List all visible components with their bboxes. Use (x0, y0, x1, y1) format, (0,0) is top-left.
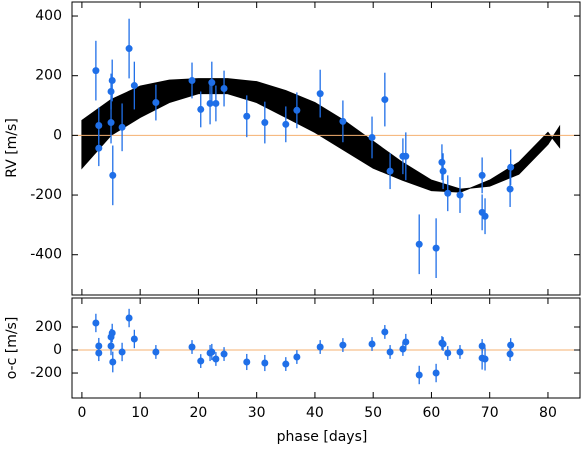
y-axis-label: o-c [m/s] (4, 317, 20, 380)
data-point (197, 357, 205, 365)
y-tick-label: 200 (35, 68, 62, 84)
data-point (481, 355, 489, 363)
data-point (152, 99, 160, 107)
x-tick-label: 40 (306, 405, 324, 421)
data-point (456, 191, 464, 199)
data-point (212, 99, 220, 107)
data-point (402, 338, 410, 346)
data-point (293, 106, 301, 114)
data-point (109, 171, 117, 179)
y-tick-label: -400 (30, 247, 62, 263)
x-tick-label: 50 (364, 405, 382, 421)
x-tick-label: 80 (539, 405, 557, 421)
data-point (282, 120, 290, 128)
data-point (478, 342, 486, 350)
data-point (125, 314, 133, 322)
data-point (118, 348, 126, 356)
data-point (261, 119, 269, 127)
data-point (456, 348, 464, 356)
data-point (108, 329, 116, 337)
data-point (107, 119, 115, 127)
data-point (386, 348, 394, 356)
data-point (316, 343, 324, 351)
plot-frame (71, 1, 581, 296)
data-point (439, 340, 447, 348)
data-point (368, 340, 376, 348)
data-point (415, 240, 423, 248)
data-point (92, 67, 100, 75)
x-tick-label: 20 (190, 405, 208, 421)
data-point (95, 122, 103, 130)
data-point (481, 212, 489, 220)
data-point (212, 355, 220, 363)
data-point (507, 163, 515, 171)
data-point (386, 167, 394, 175)
data-point (282, 360, 290, 368)
data-point (261, 359, 269, 367)
data-point (220, 350, 228, 358)
data-point (243, 112, 251, 120)
data-point (506, 350, 514, 358)
data-point (293, 353, 301, 361)
data-point (107, 88, 115, 96)
data-point (316, 90, 324, 98)
y-tick-label: 0 (53, 127, 62, 143)
y-tick-label: -200 (30, 365, 62, 381)
y-axis-label: RV [m/s] (4, 118, 20, 178)
data-point (432, 244, 440, 252)
data-point (339, 117, 347, 125)
data-point (438, 158, 446, 166)
plot-frame (71, 297, 581, 399)
data-point (381, 96, 389, 104)
data-point (243, 358, 251, 366)
x-tick-label: 30 (248, 405, 266, 421)
y-tick-label: 200 (35, 319, 62, 335)
x-tick-label: 0 (77, 405, 86, 421)
data-point (125, 45, 133, 53)
data-point (130, 82, 138, 90)
data-point (152, 348, 160, 356)
x-tick-label: 60 (423, 405, 441, 421)
data-point (108, 76, 116, 84)
data-point (399, 345, 407, 353)
data-point (208, 79, 216, 87)
data-point (478, 171, 486, 179)
x-tick-label: 10 (131, 405, 149, 421)
data-point (188, 76, 196, 84)
data-point (95, 349, 103, 357)
data-point (92, 319, 100, 327)
data-point (368, 133, 376, 141)
data-point (381, 328, 389, 336)
x-axis-label: phase [days] (277, 429, 368, 445)
data-point (444, 349, 452, 357)
y-tick-label: 400 (35, 8, 62, 24)
data-point (197, 105, 205, 113)
y-tick-label: -200 (30, 187, 62, 203)
data-point (506, 185, 514, 193)
data-point (432, 369, 440, 377)
data-point (439, 167, 447, 175)
data-point (95, 144, 103, 152)
y-tick-label: 0 (53, 342, 62, 358)
data-point (444, 189, 452, 197)
data-point (188, 343, 196, 351)
data-point (118, 123, 126, 131)
data-point (107, 342, 115, 350)
data-point (109, 358, 117, 366)
data-point (339, 341, 347, 349)
x-tick-label: 70 (481, 405, 499, 421)
data-point (208, 348, 216, 356)
data-point (507, 341, 515, 349)
data-point (220, 85, 228, 93)
data-point (130, 335, 138, 343)
data-point (402, 152, 410, 160)
data-point (415, 371, 423, 379)
